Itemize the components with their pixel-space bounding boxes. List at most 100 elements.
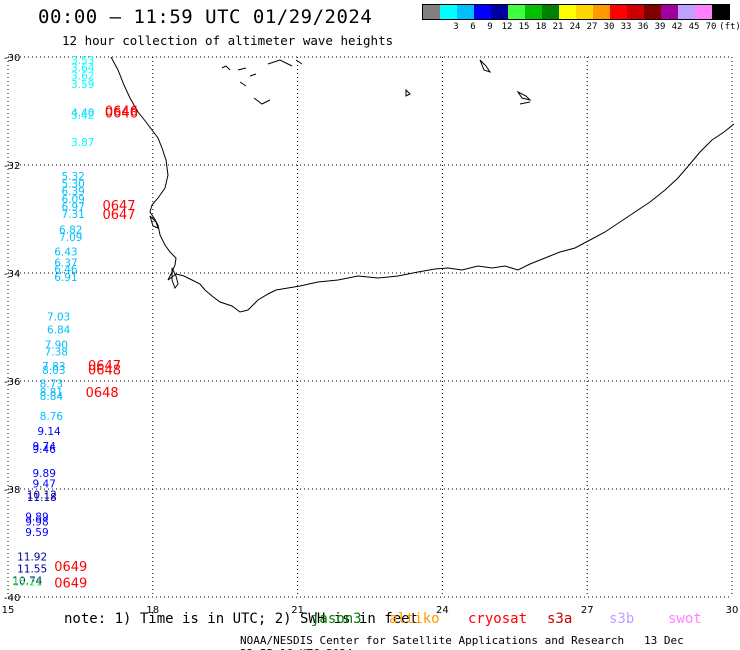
legend-labels: 3 6 9 12 15 18 21 24 27 30 33 36 39 42 45 70 (ft) <box>422 20 740 34</box>
wave-height-label: 5.30 <box>61 179 84 191</box>
wave-height-label: 8.03 <box>42 365 65 377</box>
legend-label: 30 <box>603 22 615 32</box>
satellite-cryosat: cryosat <box>468 611 528 627</box>
x-tick-label: 24 <box>436 605 449 616</box>
wave-height-label: 9.98 <box>25 517 48 529</box>
satellite-jason3: jason3 <box>311 611 362 627</box>
satellite-swot: swot <box>668 611 702 627</box>
wave-height-label: 6.39 <box>61 186 84 198</box>
legend-swatch <box>542 5 559 19</box>
legend-swatch <box>559 5 576 19</box>
legend-swatch <box>457 5 474 19</box>
legend-label: 70 <box>705 22 717 32</box>
wave-height-label: 7.83 <box>42 361 65 373</box>
y-tick-label: -34 <box>4 269 20 280</box>
pass-time-label: 0647 <box>102 208 135 223</box>
legend-swatch <box>661 5 678 19</box>
wave-height-label: 3.53 <box>71 55 94 67</box>
satellite-s3b: s3b <box>609 611 635 627</box>
wave-height-label: 8.73 <box>40 378 63 390</box>
legend-swatch <box>610 5 627 19</box>
wave-height-label: 5.32 <box>61 171 84 183</box>
wave-height-label: 10.12 <box>27 490 57 502</box>
y-tick-label: -36 <box>4 377 20 388</box>
pass-time-label: 0649 <box>54 560 87 575</box>
wave-height-label: 9.89 <box>33 468 56 480</box>
y-tick-label: -30 <box>4 53 20 64</box>
pass-time-label: 0646 <box>105 104 138 119</box>
pass-time-label: 0649 <box>54 576 87 591</box>
wave-height-label: 6.91 <box>54 272 77 284</box>
wave-height-label: 9.74 <box>33 441 57 453</box>
wave-height-label: 15.21 <box>12 577 42 589</box>
legend-swatch <box>627 5 644 19</box>
legend-label: 6 <box>470 22 476 32</box>
wave-height-label: 7.31 <box>61 209 84 221</box>
cape-peninsula <box>171 267 179 290</box>
wave-height-label: 8.76 <box>40 411 64 423</box>
saldanha-bay <box>149 215 159 229</box>
x-tick-label: 21 <box>291 605 304 616</box>
wave-height-label: 3.62 <box>71 71 94 83</box>
wave-height-label: 7.09 <box>59 232 82 244</box>
legend-swatch <box>423 5 440 19</box>
color-legend: 3 6 9 12 15 18 21 24 27 30 33 36 39 42 45 70 (ft) <box>422 4 740 34</box>
wave-height-label: 9.59 <box>25 527 48 539</box>
legend-label: 12 <box>501 22 513 32</box>
legend-label: 24 <box>569 22 581 32</box>
wave-height-label: 3.59 <box>71 79 94 91</box>
generated-timestamp: 13 Dec 22:55:16 UTC 2024 <box>240 634 684 650</box>
legend-label: 27 <box>586 22 598 32</box>
islands-north <box>405 59 532 105</box>
satellite-s3a: s3a <box>547 611 573 627</box>
legend-unit: (ft) <box>719 22 740 32</box>
legend-label: 15 <box>518 22 530 32</box>
wave-height-label: 10.74 <box>12 576 42 588</box>
source-text: NOAA/NESDIS Center for Satellite Applica… <box>240 634 625 647</box>
wave-height-label: 11.92 <box>17 551 47 563</box>
legend-swatch <box>474 5 491 19</box>
wave-height-label: 6.09 <box>61 194 84 206</box>
wave-height-label: 6.82 <box>59 225 82 237</box>
x-tick-label: 15 <box>2 605 15 616</box>
legend-swatch <box>593 5 610 19</box>
y-tick-label: -40 <box>4 593 20 604</box>
pass-time-label: 0648 <box>86 386 119 401</box>
wave-height-label: 6.43 <box>54 247 77 259</box>
legend-swatch <box>678 5 695 19</box>
wave-observations: 3.533.643.623.59 4.403.42 3.87 5.325.306.39… <box>12 55 138 591</box>
pass-time-label: 0647 <box>88 359 121 374</box>
interior-border <box>221 59 303 105</box>
graticule <box>7 56 733 598</box>
legend-swatch <box>525 5 542 19</box>
legend-label: 36 <box>637 22 649 32</box>
map-subtitle: 12 hour collection of altimeter wave hei… <box>62 33 394 48</box>
legend-swatch <box>644 5 661 19</box>
x-tick-label: 30 <box>726 605 739 616</box>
x-tick-label: 27 <box>581 605 594 616</box>
x-tick-label: 18 <box>146 605 159 616</box>
wave-height-label: 7.03 <box>47 312 70 324</box>
legend-label: 45 <box>688 22 700 32</box>
legend-label: 18 <box>535 22 547 32</box>
map-title: 00:00 – 11:59 UTC 01/29/2024 <box>38 6 373 28</box>
legend-label: 3 <box>453 22 459 32</box>
wave-height-label: 9.47 <box>33 478 56 490</box>
pass-time-label: 0648 <box>88 364 121 379</box>
wave-height-label: 3.64 <box>71 63 95 75</box>
legend-label: 33 <box>620 22 632 32</box>
legend-swatch <box>508 5 525 19</box>
wave-height-label: 8.81 <box>40 387 63 399</box>
wave-height-label: 8.84 <box>40 391 64 403</box>
wave-height-label: 11.55 <box>17 564 47 576</box>
y-tick-label: -38 <box>4 485 20 496</box>
wave-height-label: 11.18 <box>27 492 57 504</box>
legend-swatch <box>440 5 457 19</box>
wave-height-label: 6.46 <box>54 264 78 276</box>
legend-swatch <box>491 5 508 19</box>
footer-source: NOAA/NESDIS Center for Satellite Applica… <box>240 634 740 650</box>
wave-height-label: 9.46 <box>33 444 57 456</box>
footer-note: note: 1) Time is in UTC; 2) SWH is in fe… <box>64 611 419 627</box>
